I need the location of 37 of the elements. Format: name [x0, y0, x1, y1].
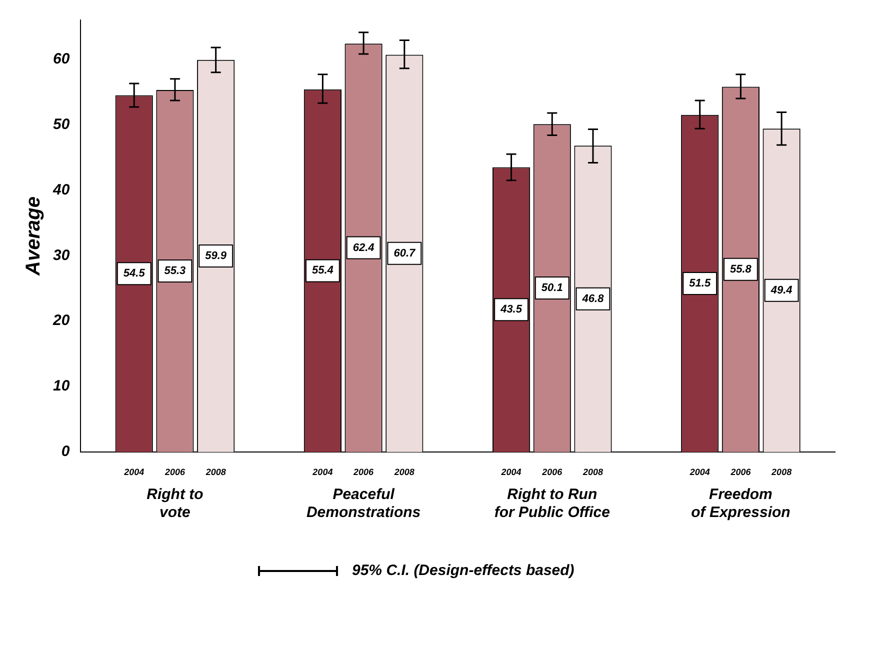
y-tick-label: 60	[52, 50, 70, 68]
y-tick-label: 40	[52, 181, 70, 198]
data-label: 51.5	[689, 277, 712, 290]
data-label: 43.5	[500, 304, 523, 316]
text: 95% C.I. (Design-effects based)	[352, 562, 574, 579]
text: 2004	[690, 466, 710, 477]
text: 2008	[772, 466, 792, 477]
data-label: 49.4	[770, 284, 792, 296]
y-tick-label: 0	[61, 443, 70, 460]
data-label: 46.8	[581, 292, 605, 305]
x-tick-label: Right to Run for Public Office	[494, 486, 610, 522]
x-tick-label: Right to vote	[146, 486, 204, 522]
y-tick-label: 10	[52, 378, 70, 395]
data-label: 55.3	[164, 265, 186, 278]
y-tick-label: 20	[52, 312, 70, 330]
text: 2008	[394, 466, 414, 477]
x-tick-label: Freedom of Expression	[691, 486, 790, 522]
text: 2004	[501, 466, 522, 477]
y-tick-label: 30	[52, 246, 70, 264]
data-label: 55.4	[312, 264, 334, 277]
data-label: 59.9	[205, 250, 228, 262]
text: 2006	[730, 466, 751, 477]
y-tick-label: 50	[52, 116, 70, 133]
series-label: 2006	[164, 466, 186, 477]
data-label: 60.7	[394, 247, 416, 260]
data-label: 54.5	[123, 268, 146, 280]
data-label: 50.1	[541, 282, 563, 294]
text: 2004	[312, 466, 333, 477]
x-tick-label: Peaceful Demonstrations	[306, 486, 421, 522]
series-label: 2008	[204, 466, 226, 477]
data-label: 62.4	[352, 242, 374, 254]
y-axis-title: Average	[22, 196, 45, 276]
series-label: 2004	[123, 466, 144, 477]
text: 2008	[582, 466, 604, 477]
data-label: 55.8	[730, 263, 752, 276]
text: 2006	[354, 466, 374, 477]
text: 2006	[542, 466, 562, 477]
